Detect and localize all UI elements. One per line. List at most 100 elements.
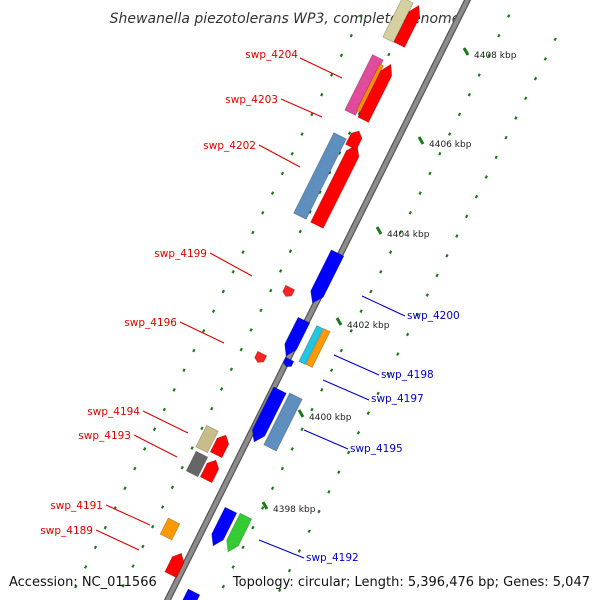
- kbp-label-4400: 4400 kbp: [309, 413, 352, 423]
- guide-dot: [359, 14, 363, 18]
- kbp-tick: [297, 409, 305, 418]
- gene-labels: swp_4204 swp_4203 swp_4202 swp_4199 swp_…: [40, 49, 459, 564]
- gene-feature-swp-4203: [357, 63, 393, 123]
- gene-feature-swp-4195: [251, 386, 287, 443]
- guide-dot: [290, 447, 294, 451]
- guide-dot: [103, 525, 107, 530]
- gene-feature-swp-4191: [159, 517, 181, 541]
- guide-dot: [349, 33, 353, 38]
- guide-dot: [320, 92, 324, 97]
- guide-dot: [318, 190, 322, 195]
- gene-features: [159, 0, 421, 600]
- guide-dot: [435, 273, 439, 278]
- guide-dot: [457, 112, 462, 117]
- guide-dot: [428, 171, 432, 176]
- guide-dot: [93, 545, 98, 550]
- guide-dot: [170, 485, 175, 490]
- gene-feature-swp-4202-arrow: [310, 144, 360, 229]
- guide-dot: [300, 427, 304, 432]
- leader-line: [105, 504, 151, 526]
- gene-label-swp-4192: swp_4192: [306, 552, 359, 564]
- guide-dot: [327, 490, 331, 494]
- guide-dot: [219, 387, 224, 391]
- kbp-label-4406: 4406 kbp: [429, 140, 472, 150]
- guide-dot: [287, 568, 292, 573]
- guide-dot: [425, 293, 429, 297]
- guide-dot: [280, 171, 285, 176]
- guide-dot: [477, 73, 481, 77]
- kbp-label-4402: 4402 kbp: [347, 321, 390, 331]
- guide-dot: [484, 175, 488, 179]
- guide-dot: [221, 584, 226, 589]
- guide-dot: [231, 565, 235, 569]
- guide-dot: [288, 249, 293, 254]
- guide-dot: [300, 132, 304, 136]
- gene-feature-swp-4196: [254, 350, 268, 363]
- guide-dot: [455, 234, 459, 238]
- guide-dot: [543, 57, 548, 61]
- kbp-tick: [335, 317, 343, 326]
- leader-line: [133, 434, 178, 458]
- guide-dot: [307, 529, 311, 534]
- gene-label-swp-4202: swp_4202: [203, 140, 256, 152]
- guide-dot: [261, 210, 265, 215]
- guide-dot: [553, 37, 557, 42]
- gene-label-swp-4193: swp_4193: [78, 430, 131, 442]
- leader-line: [142, 410, 189, 434]
- guide-dot: [229, 367, 234, 372]
- kbp-label-4398: 4398 kbp: [273, 505, 316, 515]
- guide-dot: [141, 544, 145, 549]
- guide-dot: [415, 312, 420, 317]
- guide-dot: [487, 53, 491, 58]
- guide-dot: [241, 250, 245, 254]
- gene-feature-bottom: [182, 588, 201, 600]
- gene-feature-swp-4192-green: [226, 512, 253, 553]
- guide-dot: [320, 388, 324, 392]
- leader-line: [333, 354, 380, 376]
- leader-line: [179, 321, 225, 344]
- gene-feature-swp-4197: [298, 325, 324, 365]
- gene-feature-swp-4204-band: [356, 63, 384, 113]
- kbp-tick: [417, 136, 425, 145]
- guide-dot: [418, 191, 422, 195]
- gene-feature-swp-4198: [284, 316, 311, 357]
- accession-text: Accession: NC_011566: [9, 575, 157, 590]
- guide-dot: [445, 253, 449, 258]
- guide-dot: [221, 289, 226, 294]
- guide-dot: [162, 407, 166, 412]
- guide-dot: [369, 289, 373, 294]
- guide-dot: [269, 288, 273, 293]
- guide-dot: [160, 505, 165, 509]
- leader-line: [280, 98, 323, 118]
- gene-feature-small-forward: [282, 356, 295, 367]
- guide-dot: [259, 308, 263, 313]
- guide-dot: [494, 155, 498, 160]
- leader-lines: [95, 57, 406, 559]
- guide-dot: [261, 506, 265, 510]
- guide-dot: [507, 14, 511, 18]
- guide-dot: [339, 348, 344, 353]
- leader-line: [322, 379, 370, 401]
- guide-dot: [329, 368, 334, 373]
- guide-dot: [349, 329, 353, 333]
- gene-feature-small: [345, 130, 363, 151]
- guide-dot: [504, 135, 508, 140]
- gene-label-swp-4196: swp_4196: [124, 317, 177, 329]
- guide-dot: [251, 230, 255, 235]
- guide-dot: [438, 151, 442, 156]
- guide-dot: [346, 450, 351, 455]
- leader-line: [258, 539, 305, 559]
- gene-feature-swp-4200: [310, 249, 345, 304]
- guide-dot: [339, 53, 344, 58]
- guide-dot: [388, 250, 393, 254]
- guide-dot: [190, 446, 194, 450]
- guide-dot: [239, 347, 243, 352]
- guide-dot: [310, 112, 314, 117]
- gene-feature-swp-4199: [282, 284, 296, 297]
- guide-dot: [328, 170, 332, 175]
- guide-dot: [379, 269, 383, 274]
- gene-label-swp-4199: swp_4199: [154, 248, 207, 260]
- guide-dot: [447, 132, 452, 136]
- guide-dot: [467, 92, 471, 97]
- guide-dot: [83, 565, 88, 569]
